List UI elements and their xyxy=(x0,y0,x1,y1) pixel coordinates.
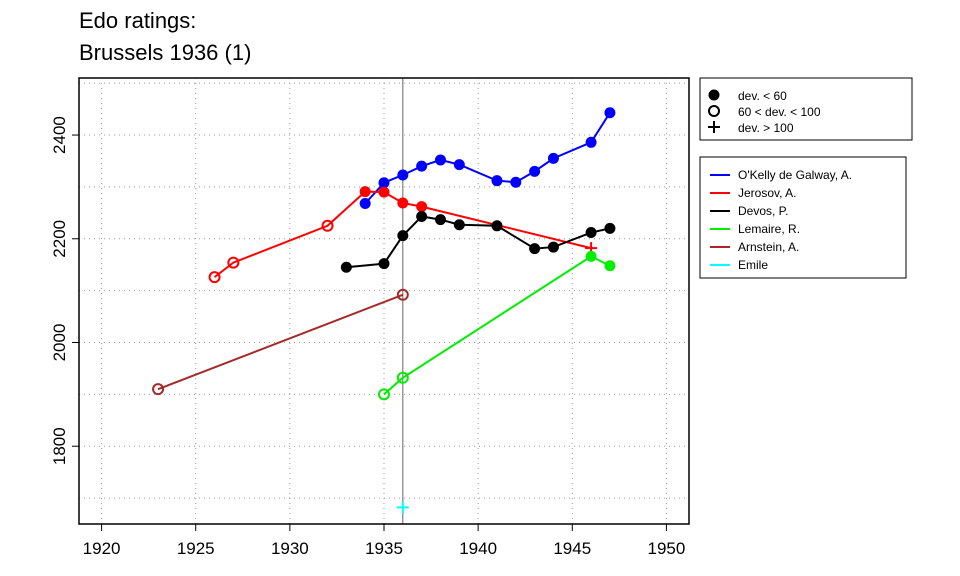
data-point-devos-p xyxy=(529,243,541,255)
legend-marker-open xyxy=(708,105,720,117)
data-point-lemaire-r xyxy=(604,260,616,272)
data-point-devos-p xyxy=(491,220,503,232)
series-legend xyxy=(699,156,907,279)
legend-marker-plus xyxy=(708,121,720,133)
y-tick-label: 2000 xyxy=(50,324,69,362)
data-point-arnstein-a xyxy=(396,288,409,301)
data-point-o-kelly-de-galway-a xyxy=(529,165,541,177)
data-point-lemaire-r xyxy=(396,371,409,384)
y-tick-label: 2200 xyxy=(50,220,69,258)
data-point-devos-p xyxy=(416,210,428,222)
data-point-devos-p xyxy=(547,241,559,253)
legend-series-label: Emile xyxy=(738,258,768,272)
data-point-devos-p xyxy=(434,214,446,226)
data-point-o-kelly-de-galway-a xyxy=(359,198,371,210)
x-tick-label: 1950 xyxy=(647,539,685,558)
data-point-arnstein-a xyxy=(152,383,165,396)
data-point-o-kelly-de-galway-a xyxy=(416,160,428,172)
data-point-o-kelly-de-galway-a xyxy=(397,169,409,181)
legend-marker-label: dev. < 60 xyxy=(738,89,787,103)
legend-series-label: Jerosov, A. xyxy=(738,186,796,200)
data-point-devos-p xyxy=(453,219,465,231)
data-point-emile xyxy=(396,501,409,514)
legend-marker-label: dev. > 100 xyxy=(738,121,794,135)
data-point-o-kelly-de-galway-a xyxy=(378,177,390,189)
x-tick-label: 1925 xyxy=(177,539,215,558)
legend-series-label: Arnstein, A. xyxy=(738,240,799,254)
marker-legend xyxy=(699,77,913,141)
data-point-jerosov-a xyxy=(359,186,371,198)
x-tick-label: 1935 xyxy=(365,539,403,558)
x-tick-label: 1945 xyxy=(553,539,591,558)
legend-series-label: Lemaire, R. xyxy=(738,222,800,236)
data-point-devos-p xyxy=(585,227,597,239)
legend-marker-label: 60 < dev. < 100 xyxy=(738,105,821,119)
legend-marker-filled xyxy=(708,89,720,101)
data-point-devos-p xyxy=(397,230,409,242)
series-line-o-kelly-de-galway-a xyxy=(364,112,611,205)
data-point-o-kelly-de-galway-a xyxy=(491,175,503,187)
data-point-o-kelly-de-galway-a xyxy=(547,152,559,164)
data-point-jerosov-a xyxy=(321,219,334,232)
x-tick-label: 1940 xyxy=(459,539,497,558)
data-point-lemaire-r xyxy=(585,250,597,262)
chart-title-line-2: Brussels 1936 (1) xyxy=(79,40,252,65)
chart-title-line-1: Edo ratings: xyxy=(79,8,197,33)
y-tick-label: 1800 xyxy=(50,427,69,465)
data-point-jerosov-a xyxy=(397,197,409,209)
data-point-jerosov-a xyxy=(378,186,390,198)
series-line-lemaire-r xyxy=(383,255,611,396)
data-point-jerosov-a xyxy=(416,201,428,213)
data-point-o-kelly-de-galway-a xyxy=(585,136,597,148)
data-point-lemaire-r xyxy=(378,388,390,401)
series-line-arnstein-a xyxy=(157,293,404,391)
data-point-devos-p xyxy=(340,261,352,273)
data-point-devos-p xyxy=(378,258,390,270)
legend-series-label: O'Kelly de Galway, A. xyxy=(738,168,852,182)
data-point-o-kelly-de-galway-a xyxy=(434,154,446,166)
y-tick-label: 2400 xyxy=(50,116,69,154)
x-tick-label: 1920 xyxy=(83,539,121,558)
data-point-o-kelly-de-galway-a xyxy=(453,159,465,171)
data-point-o-kelly-de-galway-a xyxy=(604,107,616,119)
legend-series-label: Devos, P. xyxy=(738,204,788,218)
data-point-devos-p xyxy=(604,222,616,234)
data-point-jerosov-a xyxy=(208,271,221,284)
data-point-o-kelly-de-galway-a xyxy=(510,176,522,188)
data-point-jerosov-a xyxy=(227,256,240,269)
x-tick-label: 1930 xyxy=(271,539,309,558)
